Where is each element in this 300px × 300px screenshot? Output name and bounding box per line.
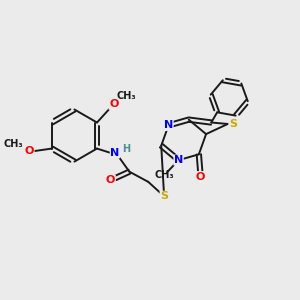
Text: S: S <box>160 191 168 201</box>
Text: N: N <box>110 148 120 158</box>
Text: CH₃: CH₃ <box>154 170 174 180</box>
Text: S: S <box>229 119 237 129</box>
Text: O: O <box>25 146 34 156</box>
Text: CH₃: CH₃ <box>3 139 22 148</box>
Text: O: O <box>106 176 115 185</box>
Text: N: N <box>174 155 183 165</box>
Text: H: H <box>122 144 130 154</box>
Text: CH₃: CH₃ <box>117 92 136 101</box>
Text: N: N <box>164 120 173 130</box>
Text: O: O <box>196 172 205 182</box>
Text: O: O <box>109 99 119 109</box>
